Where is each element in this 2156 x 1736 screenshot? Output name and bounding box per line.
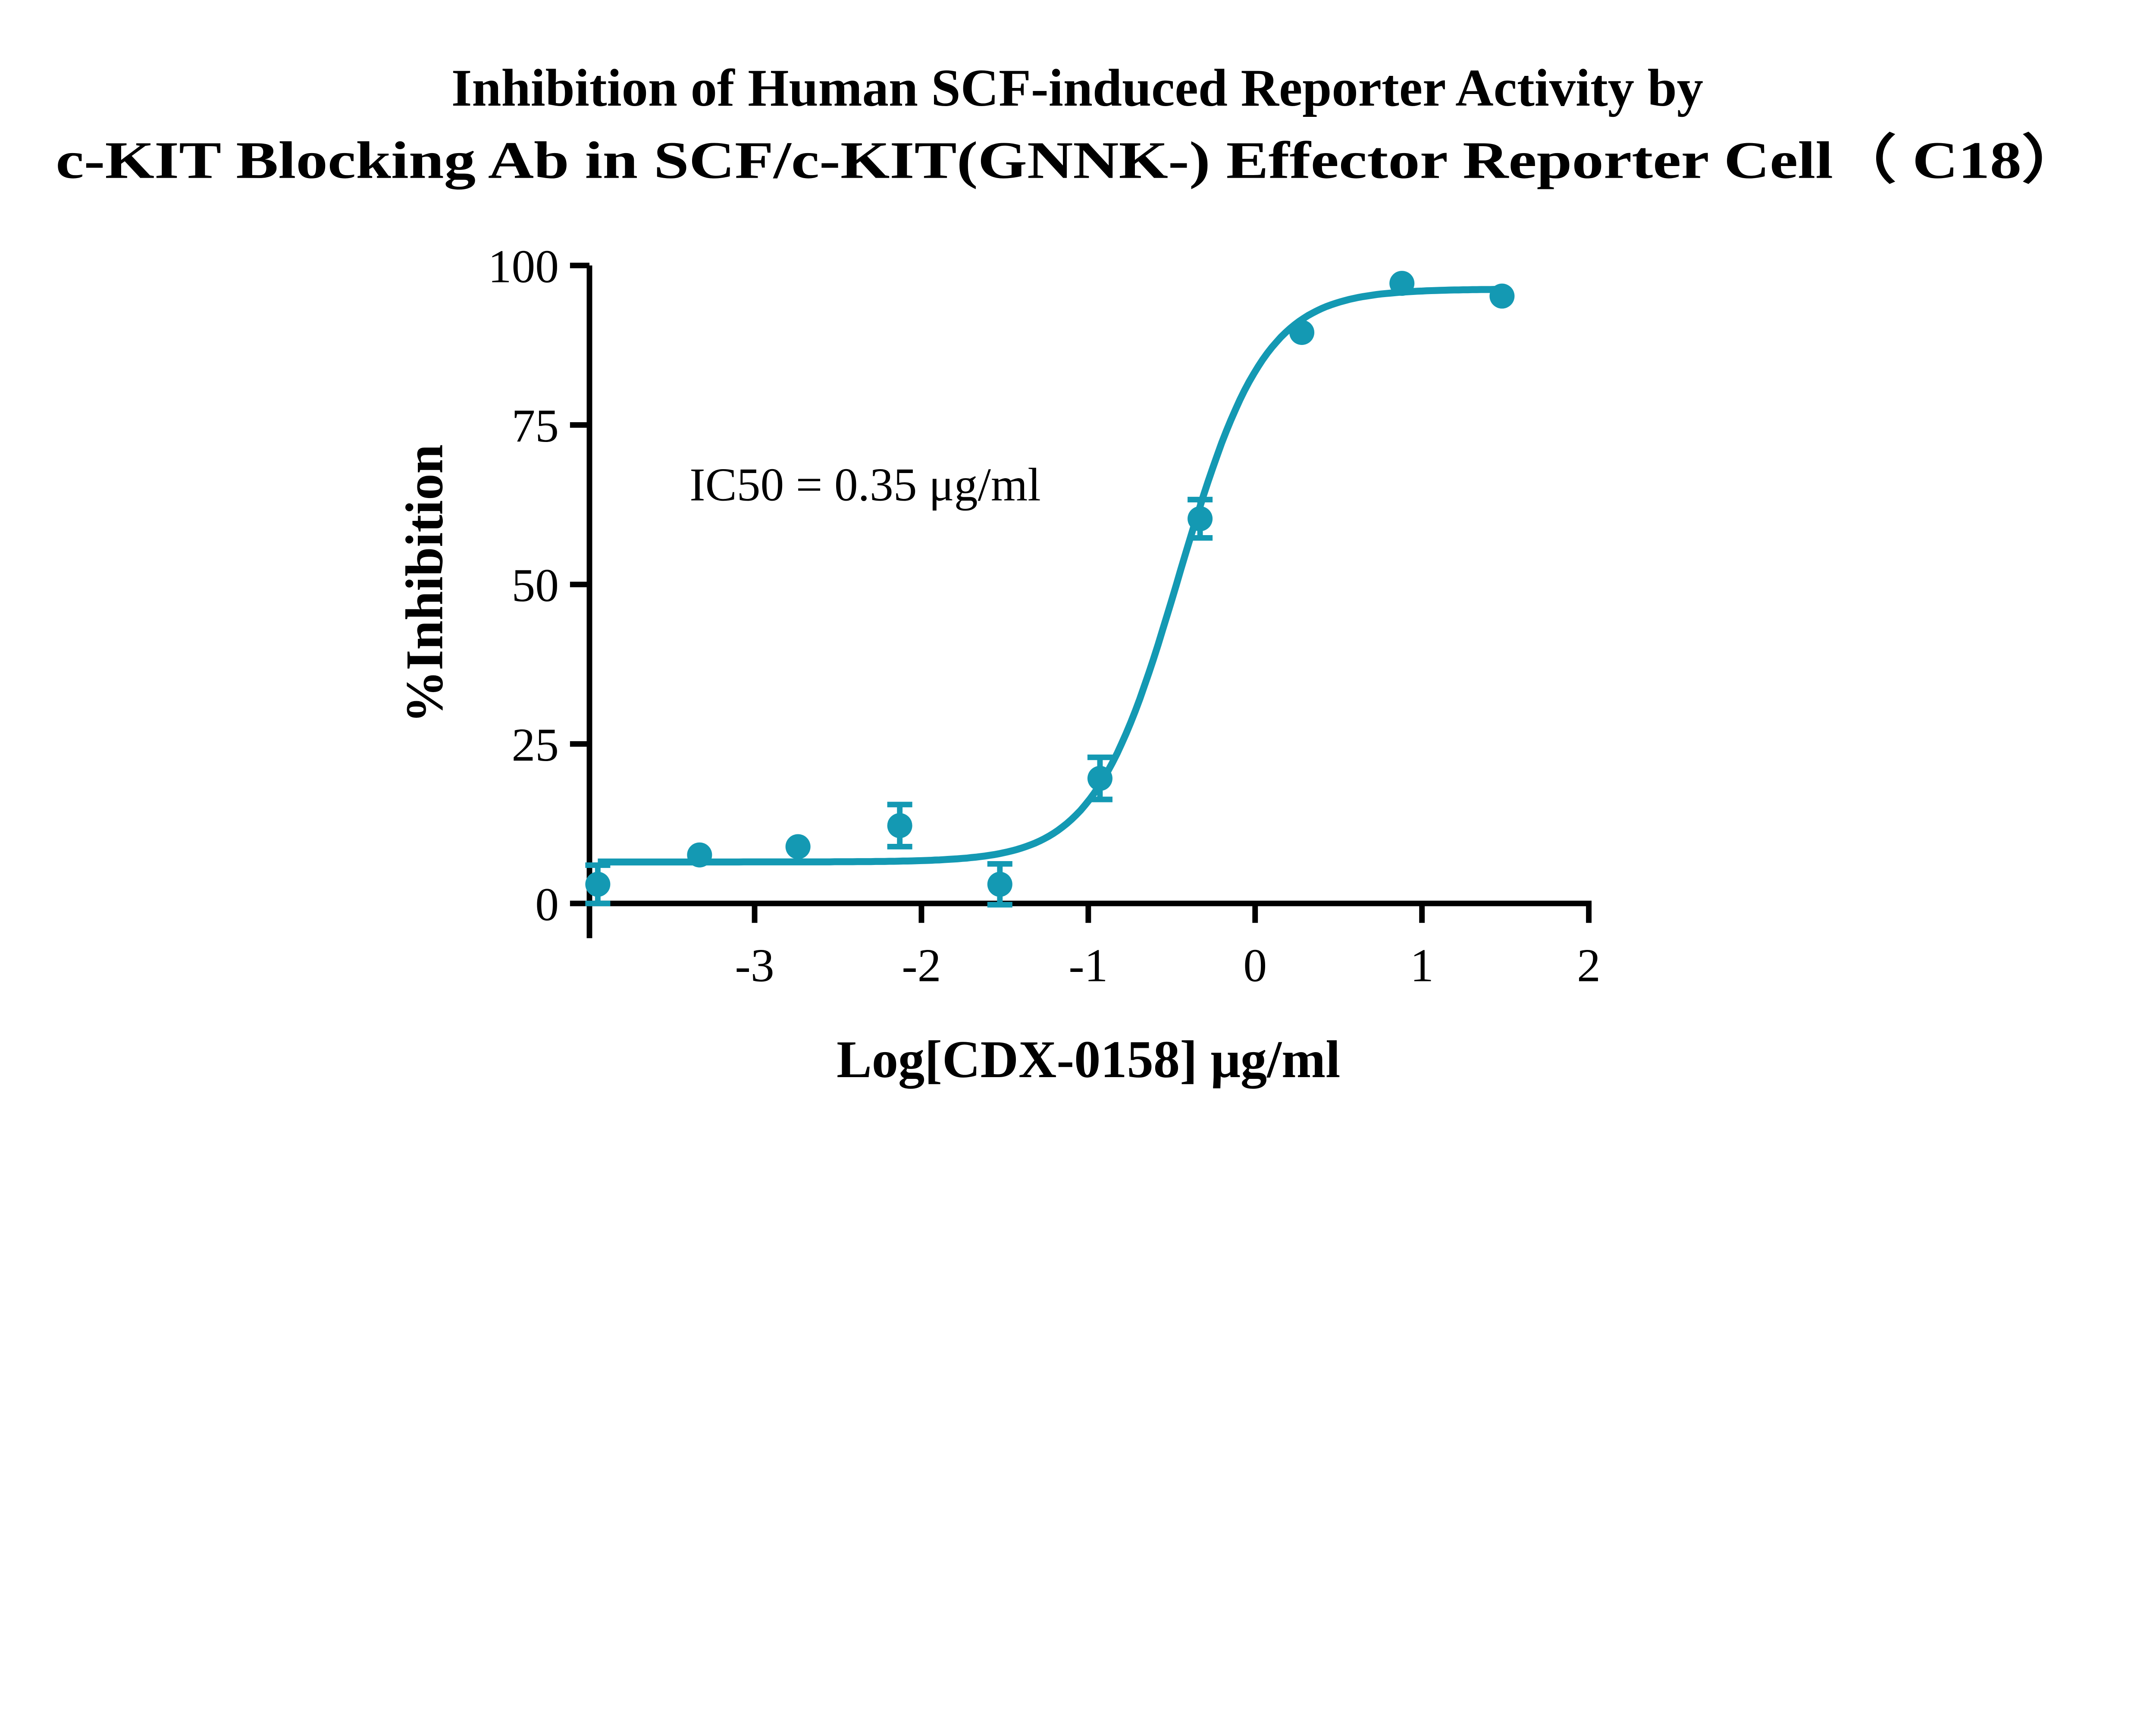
y-tick-label: 25 [512,718,559,771]
data-point [887,813,912,838]
x-tick-label: -2 [902,939,941,992]
data-point [1389,271,1415,296]
x-tick-label: 2 [1577,939,1601,992]
data-point [585,871,611,897]
x-axis-label: Log[CDX-0158] μg/ml [837,1031,1340,1089]
data-point [785,834,811,859]
x-tick-label: -1 [1069,939,1108,992]
dose-response-chart: Inhibition of Human SCF-induced Reporter… [56,59,2085,1089]
fit-curve [598,286,1509,866]
data-point [987,871,1012,897]
ic50-annotation: IC50 = 0.35 μg/ml [689,458,1041,511]
data-point [1087,766,1112,791]
data-point [1188,506,1213,532]
data-point [1489,283,1515,309]
chart-title-line-1: Inhibition of Human SCF-induced Reporter… [451,59,1703,117]
y-axis-label: %Inhibition [395,444,454,723]
y-tick-label: 50 [512,559,559,611]
x-tick-label: 0 [1243,939,1267,992]
chart-title-line-2: c-KIT Blocking Ab in SCF/c-KIT(GNNK-) Ef… [56,132,2085,190]
data-point [687,842,712,868]
y-tick-label: 0 [535,878,559,931]
x-tick-label: -3 [735,939,774,992]
x-tick-label: 1 [1410,939,1434,992]
data-point [1289,320,1315,345]
y-tick-label: 100 [488,240,559,292]
y-tick-label: 75 [512,399,559,452]
